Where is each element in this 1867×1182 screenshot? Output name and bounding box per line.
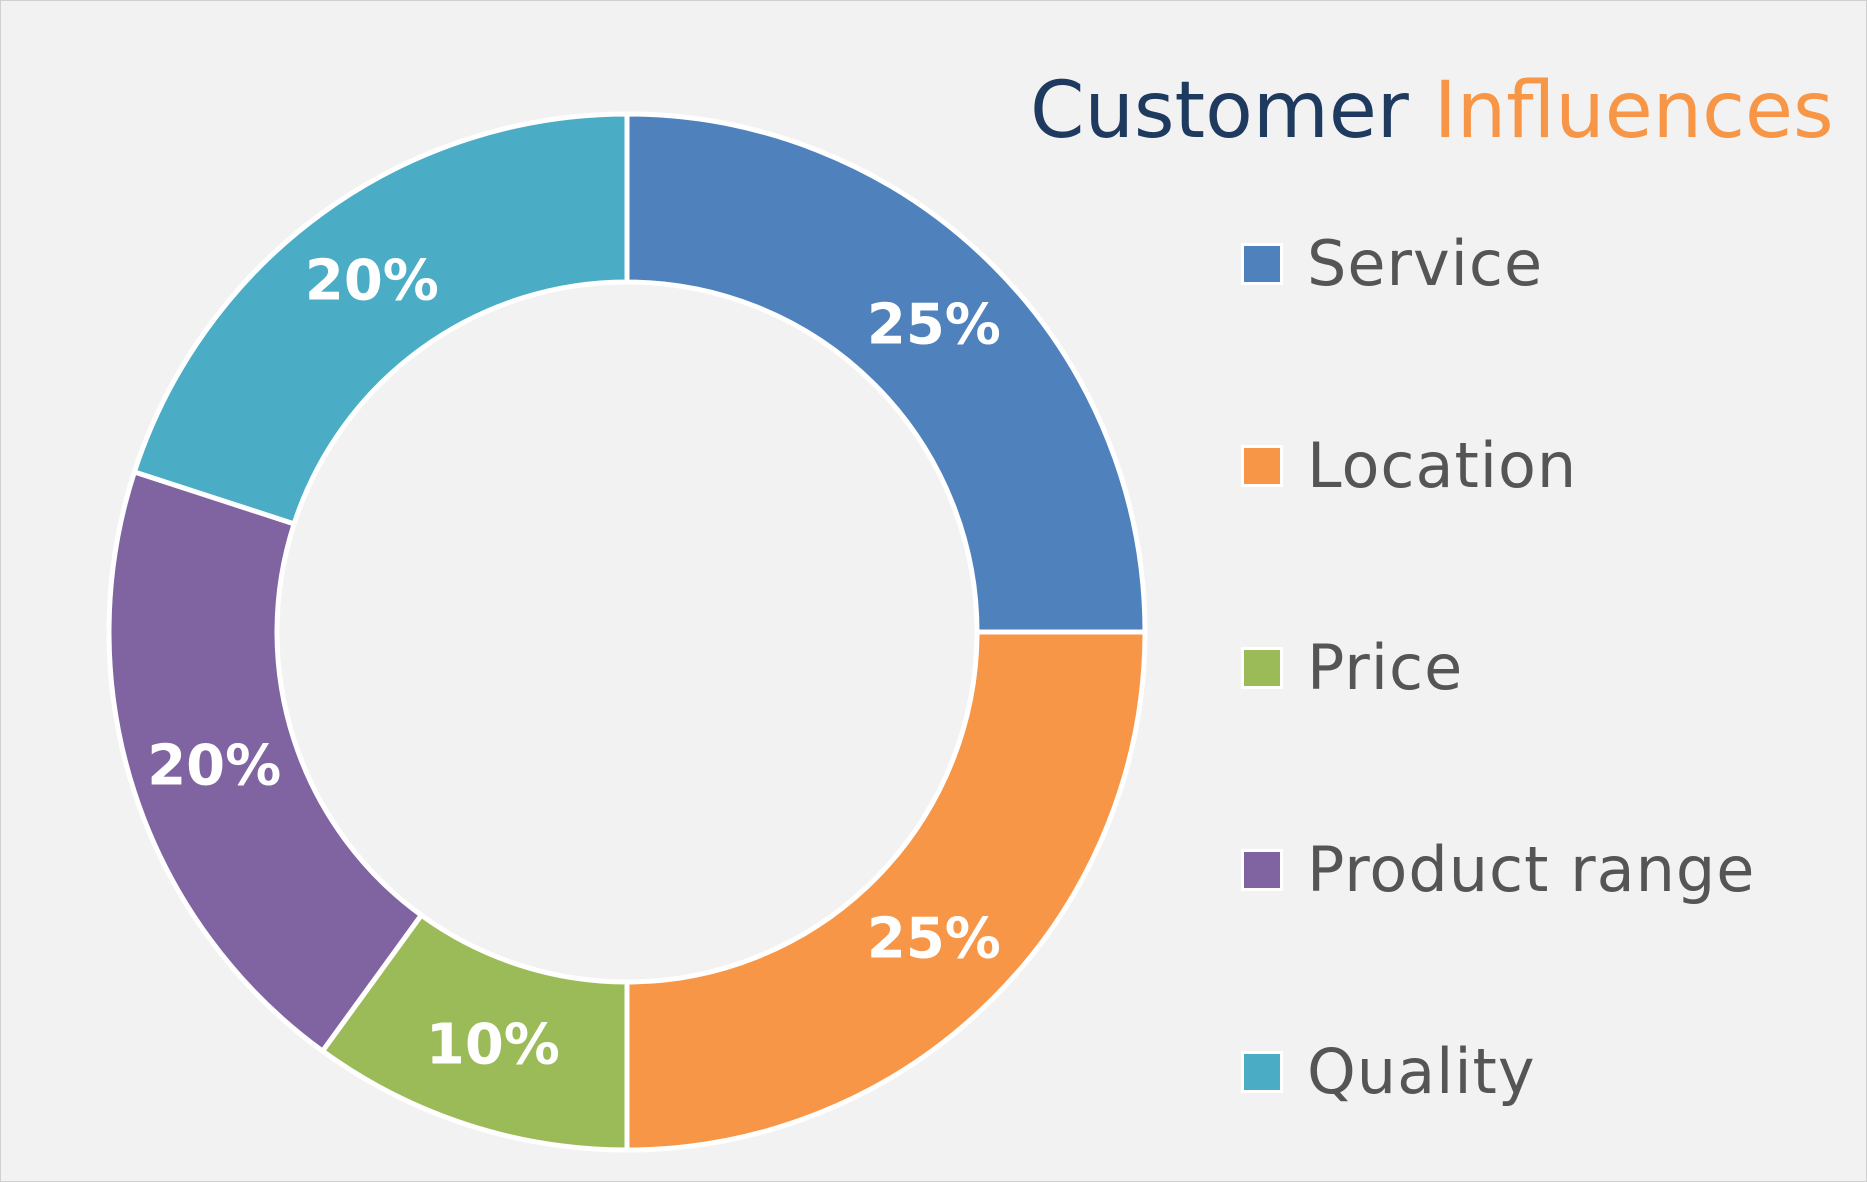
donut-slice-location [624,629,1148,1153]
legend-label: Service [1307,227,1544,300]
data-label-service: 25% [867,293,1001,358]
legend-item-quality: Quality [1241,1041,1536,1103]
legend-label: Product range [1307,833,1756,906]
legend-label: Location [1307,429,1578,502]
chart-title-word-2: Influences [1433,66,1834,156]
legend-item-price: Price [1241,637,1463,699]
legend-item-service: Service [1241,233,1543,295]
donut-slice-product-range [106,469,424,1054]
data-label-location: 25% [867,906,1001,971]
chart-title-word-1: Customer [1030,66,1409,156]
donut-slices [106,111,1148,1153]
legend-label: Quality [1307,1035,1536,1108]
legend-swatch [1241,243,1283,285]
donut-slice-quality [131,111,630,527]
legend-label: Price [1307,631,1464,704]
legend-swatch [1241,445,1283,487]
legend-item-location: Location [1241,435,1577,497]
legend-swatch [1241,1051,1283,1093]
chart-title: Customer Influences [1030,72,1834,150]
data-label-price: 10% [426,1012,560,1077]
donut-slice-service [624,111,1148,635]
donut-data-labels: 25% 25% 10% 20% 20% [147,248,1001,1077]
legend-item-product-range: Product range [1241,839,1755,901]
legend-swatch [1241,647,1283,689]
legend-swatch [1241,849,1283,891]
data-label-product-range: 20% [147,734,281,799]
data-label-quality: 20% [305,248,439,313]
